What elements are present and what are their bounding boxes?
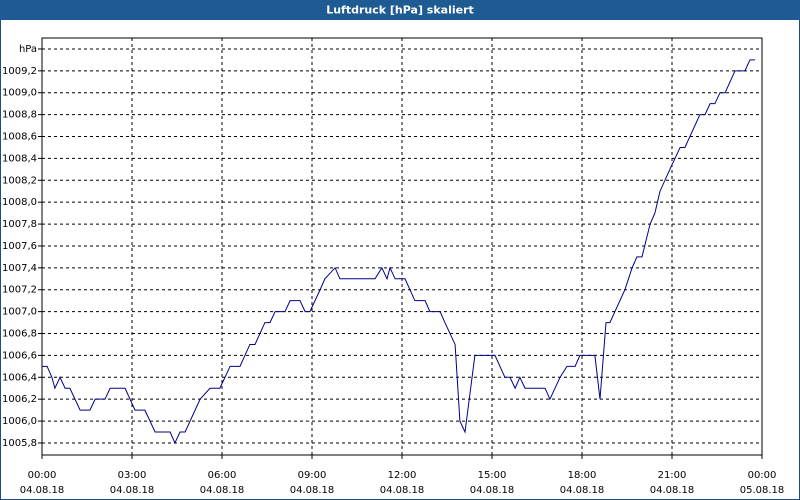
y-tick-label: 1007,8 [2,219,37,230]
x-tick-date: 04.08.18 [200,485,245,496]
y-tick-label: 1005,8 [2,438,37,449]
x-tick-date: 04.08.18 [560,485,605,496]
x-tick-label: 06:00 [208,470,237,481]
y-tick-label: 1009,0 [2,88,37,99]
x-tick-label: 12:00 [388,470,417,481]
y-tick-label: 1009,2 [2,66,37,77]
y-tick-label: 1008,4 [2,153,37,164]
y-tick-label: 1006,2 [2,394,37,405]
x-tick-label: 03:00 [118,470,147,481]
y-tick-label: 1008,8 [2,110,37,121]
x-tick-date: 04.08.18 [290,485,335,496]
x-tick-date: 04.08.18 [470,485,515,496]
x-tick-label: 18:00 [568,470,597,481]
x-tick-label: 00:00 [748,470,777,481]
y-tick-label: 1007,4 [2,263,37,274]
y-tick-label: 1008,2 [2,175,37,186]
plot-area [41,37,763,456]
y-tick-label: hPa [19,44,37,55]
x-tick-label: 09:00 [298,470,327,481]
y-tick-label: 1006,4 [2,372,37,383]
x-tick-date: 04.08.18 [380,485,425,496]
y-tick-label: 1008,0 [2,197,37,208]
x-tick-date: 05.08.18 [740,485,785,496]
y-tick-label: 1006,6 [2,350,37,361]
title-bar [0,0,800,20]
x-tick-date: 04.08.18 [20,485,65,496]
chart-title: Luftdruck [hPa] skaliert [326,4,474,17]
x-tick-date: 04.08.18 [650,485,695,496]
y-tick-label: 1007,2 [2,285,37,296]
y-tick-label: 1007,0 [2,307,37,318]
x-tick-date: 04.08.18 [110,485,155,496]
data-line [42,59,756,445]
y-tick-label: 1006,8 [2,329,37,340]
x-tick-label: 15:00 [478,470,507,481]
y-tick-label: 1006,0 [2,416,37,427]
y-tick-label: 1007,6 [2,241,37,252]
x-tick-label: 21:00 [658,470,687,481]
x-tick-label: 00:00 [28,470,57,481]
y-tick-label: 1008,6 [2,132,37,143]
